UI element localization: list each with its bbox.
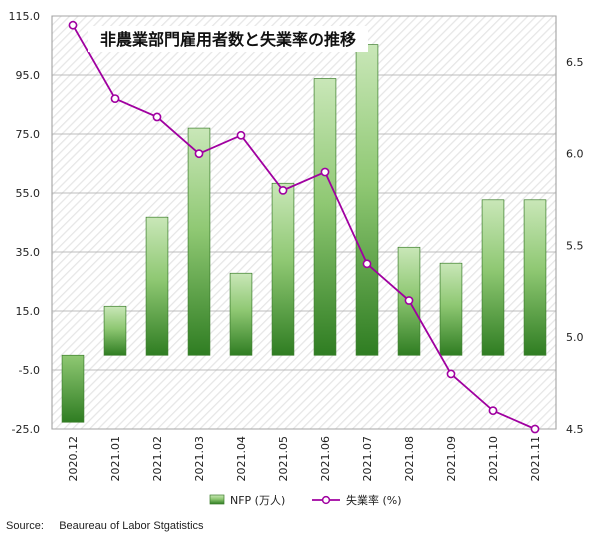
line-point-2021.10 [488,406,498,416]
line-point-2021.06 [320,167,330,177]
line-point-2021.11 [530,424,540,434]
left-tick-label: 55.0 [16,187,41,200]
right-tick-label: 5.0 [566,331,584,344]
x-tick-label: 2021.06 [319,436,332,482]
bar-2021.02 [145,216,169,356]
unemployment-line [68,20,540,434]
x-tick-label: 2021.07 [361,436,374,482]
source-text: Beaureau of Labor Stgatistics [59,520,204,532]
left-tick-label: 115.0 [9,10,41,23]
left-tick-label: 35.0 [16,246,41,259]
left-tick-label: 75.0 [16,128,41,141]
line-point-2021.03 [194,149,204,159]
line-point-2021.09 [446,369,456,379]
x-tick-label: 2021.11 [529,436,542,482]
x-tick-label: 2021.02 [151,436,164,482]
right-tick-label: 5.5 [566,239,584,252]
x-tick-label: 2021.01 [109,436,122,482]
nfp-bars [61,44,547,423]
line-point-2021.02 [152,112,162,122]
right-tick-label: 6.0 [566,148,584,161]
bar-2021.01 [103,305,127,356]
bar-2020.12 [61,354,85,423]
legend: NFP (万人) 失業率 (%) [209,493,402,507]
unemployment-polyline [72,24,536,430]
x-tick-label: 2021.04 [235,436,248,482]
left-tick-label: 95.0 [16,69,41,82]
left-tick-label: 15.0 [16,305,41,318]
bar-2021.07 [355,44,379,356]
bar-2021.09 [439,262,463,356]
legend-bar-label: NFP (万人) [230,494,285,507]
bar-2021.06 [313,78,337,356]
x-tick-label: 2021.03 [193,436,206,482]
legend-bar-swatch [209,494,225,505]
x-tick-label: 2021.10 [487,436,500,482]
line-point-2021.07 [362,259,372,269]
bar-2021.11 [523,199,547,356]
bar-2021.04 [229,272,253,356]
x-tick-label: 2020.12 [67,436,80,482]
right-tick-label: 6.5 [566,56,584,69]
bar-2021.10 [481,199,505,356]
line-point-2021.04 [236,130,246,140]
line-point-2021.08 [404,296,414,305]
left-tick-label: -25.0 [12,423,40,436]
x-tick-label: 2021.09 [445,436,458,482]
gridlines [52,15,556,430]
bar-2021.03 [187,127,211,356]
plot-background [51,15,557,430]
left-tick-label: -5.0 [19,364,40,377]
source-line: Source: Beaureau of Labor Stgatistics [6,520,204,532]
chart-title-box: 非農業部門雇用者数と失業率の推移 [88,26,368,52]
chart-title: 非農業部門雇用者数と失業率の推移 [100,30,356,49]
x-tick-label: 2021.05 [277,436,290,482]
x-tick-label: 2021.08 [403,436,416,482]
bar-2021.05 [271,182,295,356]
line-point-2021.05 [278,185,288,195]
axes: 115.0 95.0 75.0 55.0 35.0 15.0 -5.0 -25.0 6.5 6.0… [9,10,584,482]
line-point-2021.01 [110,94,120,103]
right-tick-label: 4.5 [566,423,584,436]
legend-line-label: 失業率 (%) [346,493,402,507]
line-point-2020.12 [68,20,78,30]
source-label: Source: [6,520,44,532]
legend-line-marker [321,495,331,505]
